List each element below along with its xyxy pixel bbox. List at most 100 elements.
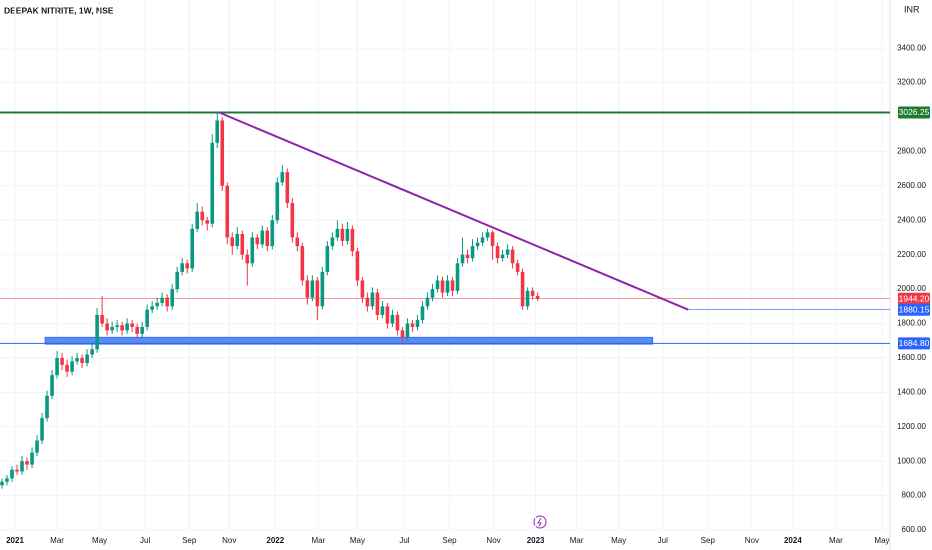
candle-body: [315, 280, 320, 307]
y-tick-label: 1600.00: [897, 353, 926, 362]
x-tick-label: Nov: [486, 536, 500, 545]
candle-body: [530, 290, 535, 296]
y-tick-label: 800.00: [902, 491, 927, 500]
y-tick-label: 3200.00: [897, 78, 926, 87]
candle-body: [175, 271, 179, 290]
candle-body: [5, 478, 9, 482]
candle-body: [500, 254, 505, 259]
candle-body: [195, 211, 200, 229]
y-tick-label: 1000.00: [897, 456, 926, 465]
candle-body: [325, 246, 330, 272]
candle-body: [350, 228, 355, 252]
candle-body: [40, 418, 44, 441]
candle-body: [225, 185, 230, 238]
candle-body: [135, 326, 139, 334]
candle-body: [415, 320, 420, 327]
candle-body: [170, 289, 174, 307]
candle-body: [285, 172, 290, 204]
candle-body: [120, 325, 124, 331]
candle-body: [510, 249, 515, 264]
candle-body: [355, 251, 360, 281]
candle-body: [155, 302, 159, 307]
candle-body: [490, 232, 495, 247]
resistance-tag-bg: [898, 106, 930, 119]
candle-body: [50, 375, 54, 396]
candle-body: [100, 314, 104, 324]
x-tick-label: May: [350, 536, 365, 545]
x-tick-label: Nov: [745, 536, 759, 545]
candle-body: [115, 325, 119, 327]
candle-body: [475, 242, 480, 247]
candle-body: [55, 357, 59, 376]
candle-body: [15, 469, 19, 472]
candle-body: [440, 280, 445, 293]
candle-body: [430, 289, 435, 298]
candle-body: [515, 263, 520, 272]
candle-body: [400, 330, 405, 338]
candle-body: [445, 280, 450, 293]
candle-body: [290, 203, 295, 238]
candle-body: [265, 230, 270, 247]
candle-body: [300, 246, 305, 281]
candle-body: [190, 228, 195, 269]
support-zone: [44, 336, 654, 345]
candle-body: [525, 290, 530, 307]
y-tick-label: 1400.00: [897, 387, 926, 396]
candle-body: [390, 314, 395, 324]
x-tick-label: Jul: [658, 536, 668, 545]
candle-body: [465, 254, 470, 259]
y-tick-label: 1200.00: [897, 422, 926, 431]
y-tick-label: 2600.00: [897, 181, 926, 190]
candle-body: [140, 326, 144, 334]
x-tick-label: 2021: [6, 536, 24, 545]
candle-body: [230, 237, 235, 247]
x-tick-label: 2024: [784, 536, 802, 545]
candle-body: [250, 237, 255, 264]
candle-body: [85, 354, 89, 364]
replay-icon[interactable]: [533, 515, 547, 529]
candle-body: [60, 357, 64, 365]
candle-body: [345, 228, 350, 241]
candle-body: [180, 263, 185, 272]
candle-body: [80, 357, 84, 364]
x-tick-label: Sep: [701, 536, 716, 545]
candle-body: [385, 306, 390, 324]
candle-body: [310, 280, 315, 298]
candle-body: [160, 297, 164, 303]
candle-body: [480, 237, 485, 243]
candle-body: [20, 461, 24, 472]
candle-body: [395, 314, 400, 331]
x-tick-label: Jul: [140, 536, 150, 545]
x-tick-label: Sep: [442, 536, 457, 545]
candle-body: [235, 234, 240, 247]
candle-body: [210, 142, 215, 224]
trendline: [218, 111, 689, 311]
candle-body: [450, 280, 455, 291]
candle-body: [295, 237, 300, 247]
x-tick-label: Mar: [829, 536, 843, 545]
x-tick-label: May: [611, 536, 626, 545]
y-tick-label: 2800.00: [897, 147, 926, 156]
candle-body: [75, 357, 79, 362]
x-tick-label: 2023: [527, 536, 545, 545]
candle-body: [245, 254, 250, 264]
x-tick-label: May: [874, 536, 889, 545]
candle-body: [380, 306, 385, 315]
x-tick-label: Mar: [311, 536, 325, 545]
y-tick-label: 1800.00: [897, 319, 926, 328]
candle-body: [185, 263, 190, 269]
chart-title: DEEPAK NITRITE, 1W, NSE: [4, 5, 114, 15]
candle-body: [65, 364, 69, 372]
candle-body: [275, 182, 280, 221]
candle-body: [70, 361, 74, 372]
y-tick-label: 2200.00: [897, 250, 926, 259]
candle-body: [125, 323, 129, 331]
candle-body: [130, 323, 134, 327]
candle-body: [45, 395, 49, 419]
candle-body: [370, 292, 375, 307]
candle-body: [35, 440, 39, 453]
x-tick-label: Jul: [399, 536, 409, 545]
candle-body: [365, 297, 370, 307]
